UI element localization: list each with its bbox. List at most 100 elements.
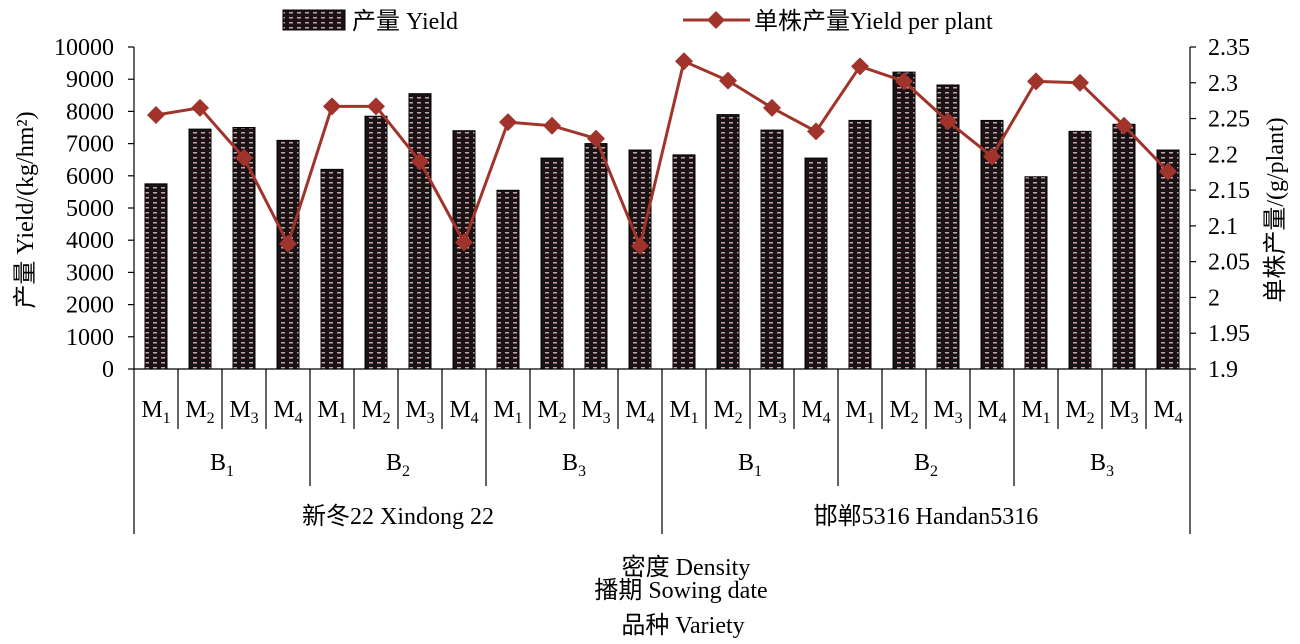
line-point [191,98,209,117]
density-label-subscript: 1 [339,410,347,427]
density-label-subscript: 1 [691,410,699,427]
y-right-tick-label: 2.1 [1208,214,1238,240]
density-label: M4 [977,397,1006,427]
y-right-tick-label: 2.25 [1208,107,1250,133]
density-label: M4 [1153,397,1182,427]
y-left-ticks: 0 1000 2000 3000 4000 5000 6000 7000 8000 9000 100… [54,35,134,383]
density-label-subscript: 2 [383,410,391,427]
bar-series [144,71,1180,370]
y-left-axis-title-text: 产量 Yield/(kg/hm²) [12,111,39,308]
density-label-letter: M [889,397,910,423]
density-label-letter: M [1109,397,1130,423]
line-point [455,233,473,252]
y-right-tick-label: 2.15 [1208,178,1250,204]
bar [848,119,872,370]
sowing-date-label: B2 [914,450,938,480]
density-label-subscript: 4 [1175,410,1183,427]
legend-bar-label: 产量 Yield [352,8,458,35]
y-left-tick-label: 9000 [66,67,114,93]
y-right-tick-label: 2.3 [1208,71,1238,97]
line-point [1027,72,1045,91]
sowing-date-label-subscript: 3 [578,463,586,480]
sowing-date-label-subscript: 2 [402,463,410,480]
bar [1068,130,1092,370]
sowing-date-label-subscript: 2 [930,463,938,480]
y-left-tick-label: 10000 [54,35,114,61]
line-point [763,98,781,117]
density-label-letter: M [933,397,954,423]
bar [408,93,432,370]
bar [584,143,608,370]
sowing-date-label: B3 [562,450,586,480]
density-label-letter: M [845,397,866,423]
density-label-subscript: 1 [515,410,523,427]
bar [496,189,520,370]
sowing-date-label: B1 [210,450,234,480]
line-point [411,152,429,171]
density-label-subscript: 3 [603,410,611,427]
sowing-date-label-letter: B [738,450,754,476]
y-left-tick-label: 8000 [66,99,114,125]
y-right-tick-label: 1.95 [1208,321,1250,347]
density-label-letter: M [713,397,734,423]
density-label: M3 [757,397,786,427]
line-point [807,122,825,141]
density-label: M1 [669,397,698,427]
density-label-subscript: 1 [163,410,171,427]
bar [760,129,784,370]
density-label-subscript: 2 [735,410,743,427]
y-right-tick-label: 2 [1208,285,1220,311]
y-left-axis-title: 产量 Yield/(kg/hm²) [12,111,39,308]
line-point [1071,73,1089,92]
density-label: M3 [405,397,434,427]
density-label-letter: M [625,397,646,423]
y-right-tick-label: 2.2 [1208,142,1238,168]
density-label: M3 [1109,397,1138,427]
sowing-date-label: B1 [738,450,762,480]
bar [628,149,652,370]
line-point [851,57,869,76]
bar [320,168,344,370]
density-label-subscript: 4 [823,410,831,427]
y-right-ticks: 1.9 1.95 2 2.05 2.1 2.15 2.2 2.25 2.3 2.35 [1190,35,1250,383]
sowing-date-label: B3 [1090,450,1114,480]
x-title-sowing-date: 播期 Sowing date [594,577,767,604]
density-label-letter: M [317,397,338,423]
y-left-tick-label: 7000 [66,132,114,158]
legend-bar-swatch [282,9,346,31]
density-label-letter: M [449,397,470,423]
variety-label: 新冬22 Xindong 22 [302,503,494,530]
density-label-letter: M [1021,397,1042,423]
y-left-tick-label: 0 [102,357,114,383]
density-label-subscript: 2 [559,410,567,427]
density-label-letter: M [185,397,206,423]
y-left-tick-label: 4000 [66,228,114,254]
line-point [543,116,561,135]
density-label: M1 [493,397,522,427]
density-label-letter: M [405,397,426,423]
density-label: M4 [449,397,478,427]
y-left-tick-label: 6000 [66,164,114,190]
density-label-letter: M [229,397,250,423]
y-right-axis-title: 单株产量/(g/plant) [1262,117,1289,302]
density-label: M4 [625,397,654,427]
axes [133,47,1191,370]
density-label-letter: M [141,397,162,423]
line-point [895,72,913,91]
legend-line-label: 单株产量Yield per plant [754,8,993,35]
density-label: M2 [1065,397,1094,427]
y-right-tick-label: 1.9 [1208,357,1238,383]
density-label-letter: M [977,397,998,423]
line-point [1115,116,1133,135]
density-label-letter: M [757,397,778,423]
density-label-subscript: 4 [471,410,479,427]
bar [1156,149,1180,370]
density-label: M3 [933,397,962,427]
line-series [147,52,1177,255]
sowing-date-label-subscript: 1 [754,463,762,480]
line-point [631,236,649,255]
bar [144,183,168,370]
bar [1024,176,1048,370]
bar [716,114,740,370]
